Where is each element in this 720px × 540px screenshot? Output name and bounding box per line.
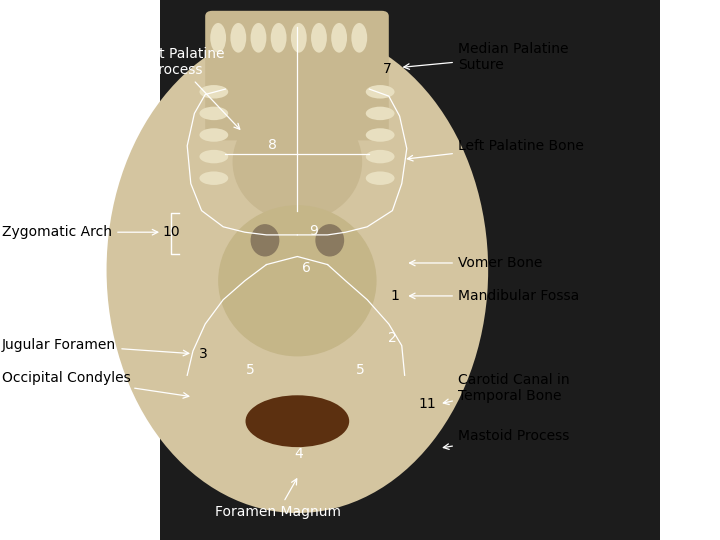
Text: 8: 8	[268, 138, 276, 152]
Ellipse shape	[210, 23, 226, 53]
Text: 10: 10	[163, 225, 180, 239]
Ellipse shape	[233, 103, 362, 221]
Ellipse shape	[199, 128, 228, 141]
Ellipse shape	[366, 85, 395, 98]
Text: Zygomatic Arch: Zygomatic Arch	[2, 225, 158, 239]
Text: 6: 6	[302, 261, 311, 275]
Text: Median Palatine
Suture: Median Palatine Suture	[404, 42, 568, 72]
Text: 5: 5	[356, 363, 364, 377]
Ellipse shape	[199, 85, 228, 98]
Ellipse shape	[107, 27, 488, 513]
Text: 4: 4	[294, 447, 303, 461]
Ellipse shape	[291, 23, 307, 53]
Text: Right Palatine
Process: Right Palatine Process	[128, 47, 240, 129]
Text: Carotid Canal in
Temporal Bone: Carotid Canal in Temporal Bone	[444, 373, 570, 404]
Text: Foramen Magnum: Foramen Magnum	[215, 479, 341, 519]
Ellipse shape	[271, 23, 287, 53]
Ellipse shape	[251, 224, 279, 256]
Text: Vomer Bone: Vomer Bone	[410, 256, 542, 270]
Ellipse shape	[311, 23, 327, 53]
Text: 9: 9	[309, 224, 318, 238]
Ellipse shape	[199, 150, 228, 163]
Ellipse shape	[366, 128, 395, 141]
Text: 1: 1	[390, 289, 399, 303]
Ellipse shape	[199, 172, 228, 185]
Text: 5: 5	[246, 363, 255, 377]
Text: 3: 3	[199, 347, 207, 361]
Text: Jugular Foramen: Jugular Foramen	[2, 338, 189, 356]
Ellipse shape	[366, 172, 395, 185]
Ellipse shape	[230, 23, 246, 53]
FancyBboxPatch shape	[205, 11, 389, 140]
Ellipse shape	[199, 106, 228, 120]
Ellipse shape	[366, 106, 395, 120]
Ellipse shape	[366, 150, 395, 163]
Ellipse shape	[315, 224, 344, 256]
Ellipse shape	[351, 23, 367, 53]
Ellipse shape	[251, 23, 266, 53]
Text: Mastoid Process: Mastoid Process	[444, 429, 570, 449]
Text: 7: 7	[383, 62, 392, 76]
Text: 2: 2	[388, 330, 397, 345]
Ellipse shape	[331, 23, 347, 53]
Text: Mandibular Fossa: Mandibular Fossa	[410, 289, 579, 303]
Bar	[160, 0, 660, 540]
Ellipse shape	[246, 395, 349, 447]
Ellipse shape	[218, 205, 377, 356]
Text: Left Palatine Bone: Left Palatine Bone	[408, 139, 584, 161]
Text: 11: 11	[419, 397, 436, 411]
Text: Occipital Condyles: Occipital Condyles	[2, 371, 189, 398]
